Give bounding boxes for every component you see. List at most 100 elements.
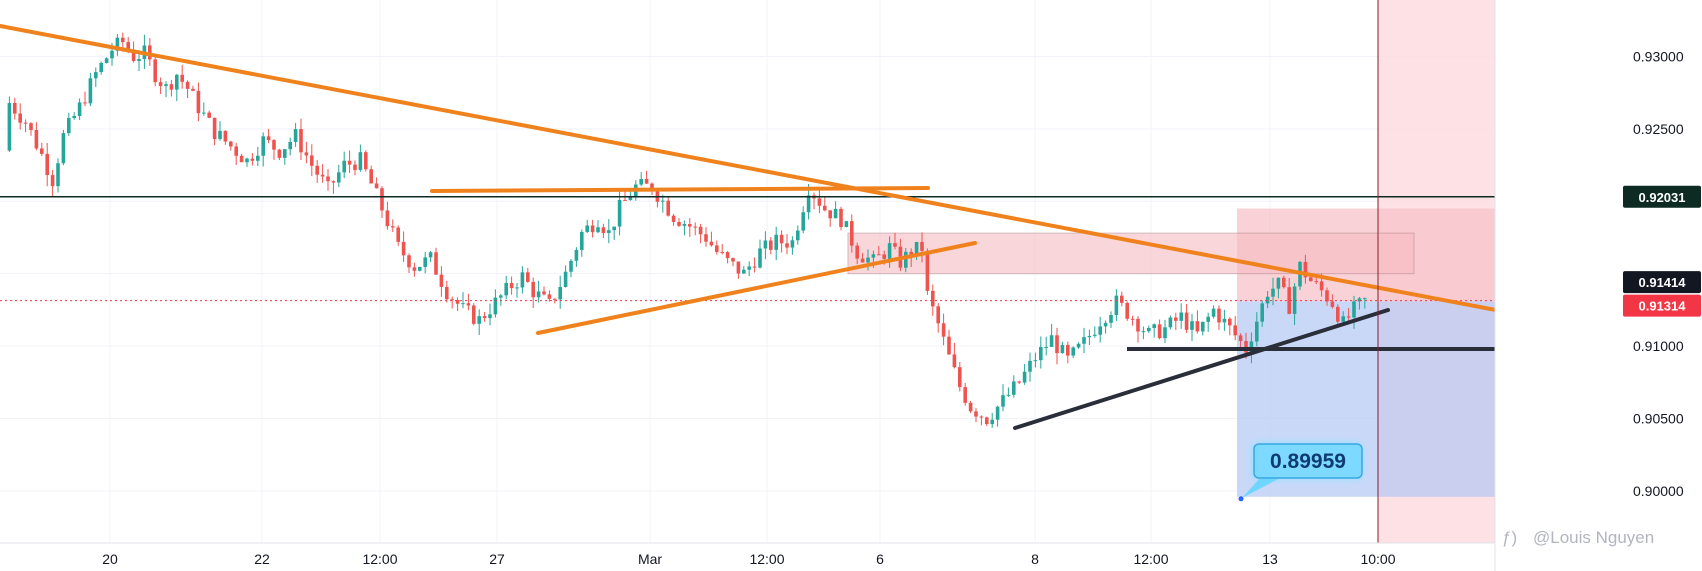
candle-body: [1233, 325, 1237, 336]
candle-body: [1336, 306, 1340, 322]
x-tick-label: 12:00: [749, 551, 784, 567]
candle-body: [1044, 346, 1048, 348]
candle-body: [515, 287, 519, 289]
candle-body: [790, 240, 795, 248]
candle-body: [180, 74, 184, 82]
candle-body: [223, 130, 228, 142]
candle-body: [941, 323, 946, 337]
candle-body: [828, 210, 832, 219]
candle-body: [893, 243, 897, 247]
candle-body: [774, 234, 778, 250]
candle-body: [196, 90, 201, 114]
candle-body: [704, 234, 708, 242]
candle-body: [461, 303, 465, 305]
candle-body: [925, 250, 930, 291]
y-tick-label: 0.91000: [1633, 338, 1684, 354]
candle-body: [1319, 281, 1324, 291]
candle-body: [212, 117, 217, 140]
candle-body: [1120, 295, 1124, 303]
candle-body: [558, 286, 562, 300]
candle-body: [121, 37, 125, 43]
candle-body: [1190, 321, 1194, 330]
candle-body: [72, 115, 76, 119]
candle-body: [1314, 281, 1318, 283]
candle-body: [304, 152, 309, 156]
candle-body: [1341, 316, 1345, 322]
candle-body: [439, 274, 444, 287]
candle-body: [877, 254, 881, 256]
candle-body: [844, 221, 849, 228]
price-tag-text: 0.91414: [1639, 275, 1687, 290]
candle-body: [850, 221, 854, 246]
target-callout: 0.89959: [1238, 443, 1363, 502]
candle-body: [1093, 334, 1097, 336]
candle-body: [1071, 347, 1075, 356]
candle-body: [968, 402, 973, 412]
candle-body: [1206, 316, 1210, 322]
callout-box: [1253, 443, 1363, 479]
candle-body: [401, 241, 406, 256]
candle-body: [1179, 312, 1183, 321]
candle-body: [272, 140, 276, 150]
x-tick-label: 20: [102, 551, 118, 567]
candle-body: [931, 290, 935, 307]
candle-body: [158, 82, 163, 87]
candle-body: [1006, 394, 1011, 396]
candle-body: [266, 136, 271, 141]
candle-body: [115, 37, 120, 51]
candle-body: [445, 286, 449, 300]
watermark-text: @Louis Nguyen: [1533, 528, 1654, 547]
candle-body: [947, 336, 951, 355]
candle-body: [239, 155, 244, 163]
x-tick-label: 13: [1262, 551, 1278, 567]
candle-body: [839, 208, 843, 228]
candle-body: [914, 241, 919, 257]
candle-body: [40, 148, 44, 154]
candle-body: [1157, 324, 1162, 339]
candle-body: [752, 266, 757, 268]
candle-body: [1130, 318, 1135, 320]
candle-body: [380, 188, 384, 211]
price-tag-text: 0.91314: [1639, 299, 1687, 314]
candle-body: [596, 227, 600, 233]
candle-body: [547, 294, 552, 299]
candle-body: [1282, 277, 1286, 288]
candle-body: [769, 240, 773, 250]
callout-anchor-dot: [1238, 496, 1244, 502]
candle-body: [29, 123, 33, 130]
candle-body: [277, 149, 282, 158]
candle-body: [963, 387, 967, 403]
candle-body: [256, 155, 260, 161]
candle-body: [763, 240, 768, 249]
candle-body: [488, 314, 492, 319]
candle-body: [293, 129, 298, 142]
x-tick-label: 6: [876, 551, 884, 567]
candle-body: [823, 205, 827, 211]
candle-body: [731, 258, 735, 262]
candle-body: [1222, 318, 1227, 323]
candle-body: [434, 252, 438, 275]
ascending-trendline: [536, 241, 977, 335]
candle-body: [747, 266, 751, 270]
candle-body: [666, 200, 670, 216]
candle-body: [374, 183, 379, 189]
candle-body: [1260, 303, 1264, 322]
candle-body: [234, 146, 238, 156]
candle-body: [1211, 308, 1216, 317]
candle-body: [725, 252, 730, 259]
candle-body: [563, 271, 568, 287]
candle-body: [990, 419, 994, 425]
candle-body: [153, 59, 157, 83]
y-tick-label: 0.92500: [1633, 121, 1684, 137]
candle-body: [1238, 335, 1243, 342]
candle-body: [796, 230, 800, 241]
candle-body: [1152, 324, 1156, 328]
candle-body: [364, 152, 368, 170]
candle-body: [1357, 298, 1362, 302]
candle-body: [1276, 277, 1281, 289]
candle-body: [34, 129, 39, 149]
author-watermark: @Louis Nguyen ƒ): [1502, 528, 1654, 547]
candle-body: [1325, 290, 1329, 302]
candle-body: [1141, 331, 1146, 333]
